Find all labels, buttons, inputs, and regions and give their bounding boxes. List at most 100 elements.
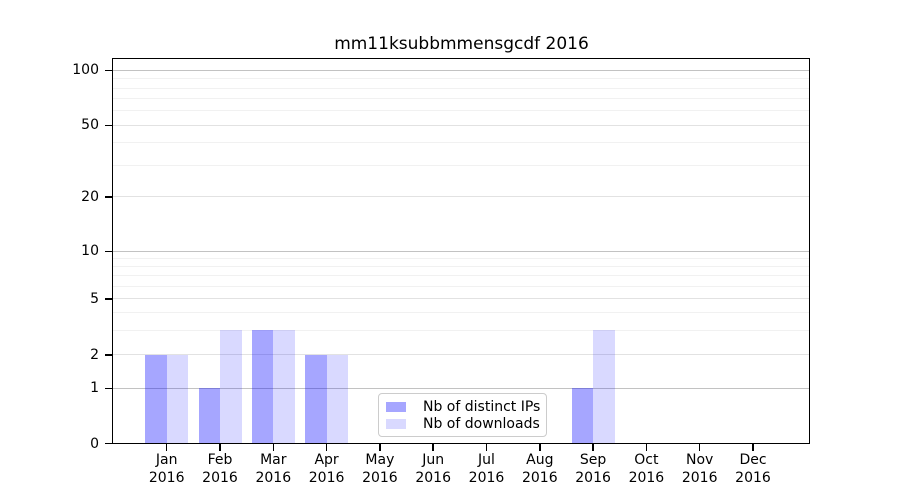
bar-mar-downloads [273, 330, 295, 444]
x-tick-year: 2016 [575, 469, 611, 486]
y-tick-label: 20 [81, 188, 99, 205]
x-tick-month: Oct [634, 452, 659, 468]
x-tick-month: Sep [579, 452, 607, 468]
x-tick-label: Feb 2016 [180, 452, 260, 487]
x-tick-mark [752, 444, 754, 451]
x-tick-label: Nov 2016 [660, 452, 740, 487]
x-tick-label: Dec 2016 [713, 452, 793, 487]
minor-gridline [113, 286, 810, 287]
x-tick-month: Apr [314, 452, 339, 468]
x-tick-year: 2016 [628, 469, 665, 486]
x-tick-label: Jul 2016 [447, 452, 527, 487]
x-tick-year: 2016 [415, 469, 451, 486]
x-tick-month: Dec [739, 452, 767, 468]
x-tick-month: Feb [207, 452, 233, 468]
major-gridline [113, 387, 810, 389]
x-tick-year: 2016 [735, 469, 771, 486]
x-tick-mark [379, 444, 381, 451]
bar-jan-distinct-ips [145, 354, 167, 444]
y-tick-mark [104, 250, 113, 253]
legend-item-distinct-ips: Nb of distinct IPs [386, 398, 541, 415]
minor-gridline [113, 258, 810, 260]
minor-gridline [113, 275, 810, 277]
x-tick-label: Jan 2016 [127, 452, 207, 487]
legend-swatch-downloads [386, 418, 406, 429]
x-tick-month: Jun [422, 452, 445, 468]
minor-gridline [113, 87, 810, 89]
x-tick-year: 2016 [362, 469, 398, 486]
x-tick-label: Oct 2016 [606, 452, 686, 487]
bar-jan-downloads [166, 354, 189, 444]
bar-apr-distinct-ips [305, 354, 327, 444]
chart-title: mm11ksubbmmensgcdf 2016 [334, 34, 589, 54]
x-tick-year: 2016 [681, 469, 718, 486]
x-tick-month: Jan [155, 452, 178, 468]
x-tick-mark [539, 444, 541, 451]
x-tick-year: 2016 [202, 469, 238, 486]
legend-swatch-distinct-ips [386, 401, 406, 412]
x-tick-month: Mar [260, 452, 287, 468]
y-tick-label: 100 [72, 62, 99, 79]
minor-gridline [113, 312, 810, 314]
legend-item-downloads: Nb of downloads [386, 415, 540, 432]
minor-gridline [113, 78, 810, 80]
y-tick-mark [104, 69, 113, 72]
y-tick-label: 2 [90, 346, 99, 363]
y-tick-label: 0 [90, 435, 99, 452]
x-tick-month: Nov [686, 452, 714, 468]
bar-sep-distinct-ips [571, 388, 594, 444]
major-gridline [113, 250, 810, 253]
minor-gridline [113, 164, 810, 166]
x-tick-mark [432, 444, 434, 451]
x-tick-mark [592, 444, 594, 451]
y-tick-mark [104, 124, 113, 127]
y-tick-mark [104, 298, 113, 300]
x-tick-month: Aug [526, 452, 554, 468]
minor-gridline [113, 329, 810, 331]
y-tick-label: 1 [90, 380, 99, 397]
minor-gridline [113, 142, 810, 144]
minor-gridline [113, 110, 810, 112]
y-tick-mark [104, 196, 113, 198]
x-tick-label: Apr 2016 [287, 452, 367, 487]
major-gridline [113, 124, 810, 126]
x-tick-year: 2016 [148, 469, 185, 486]
x-tick-year: 2016 [521, 469, 558, 486]
legend-label-downloads: Nb of downloads [423, 415, 540, 432]
x-tick-label: Mar 2016 [233, 452, 313, 487]
y-tick-label: 5 [90, 291, 99, 307]
x-tick-mark [219, 444, 221, 451]
bar-mar-distinct-ips [251, 330, 274, 444]
y-tick-mark [104, 442, 113, 445]
x-tick-label: May 2016 [340, 452, 420, 487]
minor-gridline [113, 98, 810, 100]
x-tick-mark [272, 444, 275, 451]
x-tick-month: Jul [478, 452, 495, 468]
x-tick-label: Sep 2016 [553, 452, 633, 487]
x-tick-mark [485, 444, 488, 451]
bar-apr-downloads [326, 354, 349, 444]
y-tick-label: 50 [81, 117, 99, 134]
major-gridline [113, 196, 810, 198]
major-gridline [113, 298, 810, 300]
x-tick-mark [325, 444, 328, 451]
bar-feb-distinct-ips [198, 388, 220, 444]
minor-gridline [113, 266, 810, 268]
x-tick-year: 2016 [255, 469, 292, 486]
x-tick-year: 2016 [308, 469, 345, 486]
x-tick-label: Jun 2016 [393, 452, 473, 487]
y-tick-mark [104, 354, 113, 356]
x-tick-month: May [365, 452, 395, 468]
legend-label-distinct-ips: Nb of distinct IPs [423, 398, 541, 415]
x-tick-mark [698, 444, 701, 451]
x-tick-mark [645, 444, 648, 451]
major-gridline [113, 354, 810, 356]
y-tick-label: 10 [81, 243, 99, 260]
x-tick-mark [165, 444, 168, 451]
x-tick-label: Aug 2016 [500, 452, 580, 487]
legend: Nb of distinct IPs Nb of downloads [378, 393, 547, 437]
y-tick-mark [104, 387, 113, 390]
bar-sep-downloads [593, 330, 615, 444]
x-tick-year: 2016 [468, 469, 505, 486]
